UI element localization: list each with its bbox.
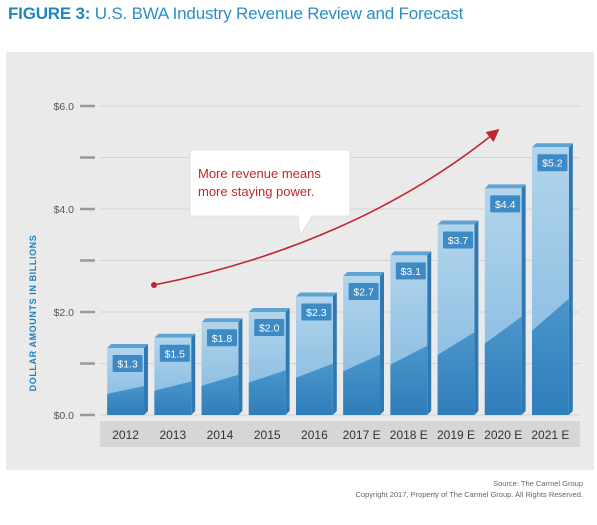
bar-shade [107,385,145,415]
x-tick-label: 2020 E [484,428,522,442]
value-label-bg [301,303,332,321]
bar-side [144,344,149,415]
x-tick-label: 2018 E [390,428,428,442]
bar-top-face [107,344,149,349]
value-label: $2.7 [353,286,374,298]
bar-side [238,318,243,415]
value-label-bg [443,231,473,249]
trend-arrow-start [151,282,157,288]
bar-top-face [390,251,432,256]
bar-top-face [484,184,526,189]
value-label: $5.2 [542,158,563,170]
source-text: Source: The Carmel Group [493,479,583,488]
callout-line-1: More revenue means [198,166,321,181]
bar-shade [531,298,569,415]
bar-side [568,143,573,415]
bar-shade [437,332,475,415]
bar-shade [390,345,428,415]
y-tick-label: $4.0 [54,204,75,216]
value-label: $3.7 [448,235,469,247]
y-axis-label: DOLLAR AMOUNTS IN BILLIONS [28,235,38,392]
callout-box: More revenue means more staying power. [189,149,351,238]
callout-line-2: more staying power. [198,184,314,199]
figure-title: FIGURE 3: U.S. BWA Industry Revenue Revi… [8,4,463,24]
figure-title-text: U.S. BWA Industry Revenue Review and For… [94,4,464,23]
value-label: $1.8 [212,333,233,345]
x-tick-label: 2015 [254,428,281,442]
bar-top-face [437,220,479,225]
value-label: $3.1 [401,266,422,278]
bar-shade [154,381,192,415]
x-tick-label: 2021 E [531,428,569,442]
bar-shade [248,370,286,415]
x-axis-band [100,421,580,447]
x-tick-label: 2019 E [437,428,475,442]
bar-side [474,220,479,415]
bar-top-face [248,308,290,312]
value-label-bg [537,154,568,172]
value-label-bg [348,282,379,300]
source-note: Source: The Carmel Group Copyright 2017,… [356,478,583,500]
figure-label: FIGURE 3: [8,4,91,23]
x-tick-label: 2014 [207,428,234,442]
callout-bubble [189,149,351,238]
bar-side [191,333,196,415]
value-label-bg [395,262,426,280]
value-label: $2.3 [306,307,327,319]
value-label: $1.3 [117,359,138,371]
value-label: $1.5 [165,348,186,360]
value-label-bg [490,195,521,213]
bar-shade [295,363,333,415]
value-label: $2.0 [259,323,280,335]
bar-top-face [201,318,243,323]
bar-side [380,271,385,415]
bar-shade [201,374,239,415]
x-tick-label: 2017 E [343,428,381,442]
bar-side [427,251,432,415]
bar-shade [484,316,522,415]
bar-shade [343,354,381,415]
value-label-bg [254,319,285,336]
value-label-bg [207,329,237,347]
bar-top-face [343,271,385,276]
trend-arrow [153,128,500,286]
y-tick-label: $0.0 [54,410,75,422]
bar-side [521,184,526,415]
x-tick-label: 2016 [301,428,328,442]
x-tick-label: 2013 [159,428,186,442]
bar-side [285,308,290,415]
value-label-bg [159,344,190,362]
y-tick-label: $2.0 [54,307,75,319]
y-tick-label: $6.0 [54,101,75,113]
x-tick-label: 2012 [112,428,139,442]
bar-top-face [295,292,337,297]
value-label-bg [112,355,143,373]
bar-top-face [154,333,196,338]
bar-side [332,292,337,415]
bar-top-face [531,143,573,148]
value-label: $4.4 [495,199,516,211]
copyright-text: Copyright 2017, Property of The Carmel G… [355,490,583,499]
